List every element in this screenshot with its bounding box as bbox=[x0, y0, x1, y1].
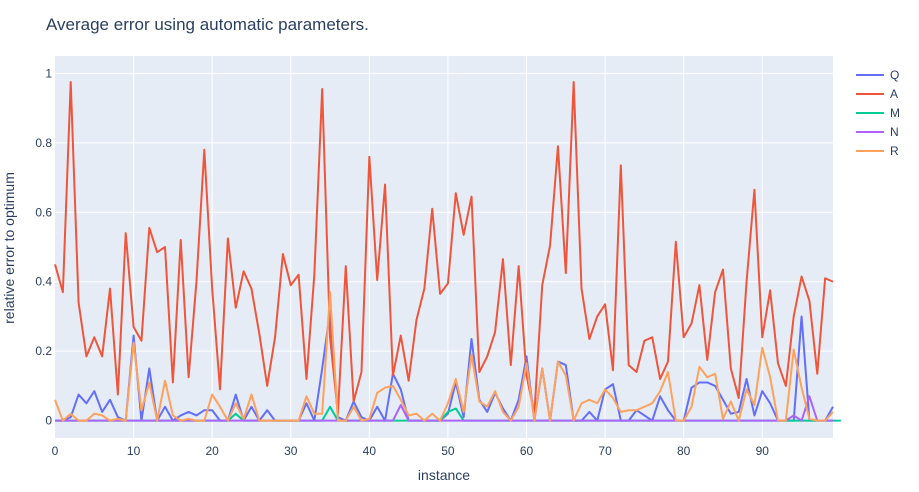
gridlines bbox=[55, 56, 833, 438]
y-axis-title: relative error to optimum bbox=[1, 172, 17, 324]
x-tick-label: 0 bbox=[52, 444, 59, 458]
legend-label-A[interactable]: A bbox=[890, 87, 898, 101]
series-line-R[interactable] bbox=[54, 291, 834, 422]
y-tick-label: 0.6 bbox=[35, 205, 52, 219]
plot-area[interactable] bbox=[55, 56, 833, 438]
x-tick-label: 10 bbox=[127, 444, 141, 458]
y-tick-label: 1 bbox=[45, 66, 52, 80]
legend-label-Q[interactable]: Q bbox=[890, 68, 899, 82]
y-tick-label: 0.4 bbox=[35, 275, 52, 289]
y-tick-label: 0 bbox=[45, 414, 52, 428]
y-tick-label: 0.2 bbox=[35, 344, 52, 358]
x-tick-label: 50 bbox=[441, 444, 455, 458]
x-axis-ticks: 0 10 20 30 40 50 60 70 80 90 bbox=[52, 444, 770, 458]
x-tick-label: 40 bbox=[363, 444, 377, 458]
legend-label-R[interactable]: R bbox=[890, 144, 899, 158]
x-tick-label: 80 bbox=[677, 444, 691, 458]
x-tick-label: 30 bbox=[284, 444, 298, 458]
x-tick-label: 60 bbox=[520, 444, 534, 458]
legend-label-N[interactable]: N bbox=[890, 125, 899, 139]
series-layer bbox=[54, 81, 841, 422]
y-tick-label: 0.8 bbox=[35, 136, 52, 150]
legend-label-M[interactable]: M bbox=[890, 106, 900, 120]
x-tick-label: 20 bbox=[205, 444, 219, 458]
y-axis-ticks: 0 0.2 0.4 0.6 0.8 1 bbox=[35, 66, 52, 427]
x-axis-title: instance bbox=[418, 467, 470, 483]
chart-title: Average error using automatic parameters… bbox=[46, 15, 369, 34]
x-tick-label: 70 bbox=[598, 444, 612, 458]
x-tick-label: 90 bbox=[756, 444, 770, 458]
series-line-A[interactable] bbox=[54, 81, 834, 415]
